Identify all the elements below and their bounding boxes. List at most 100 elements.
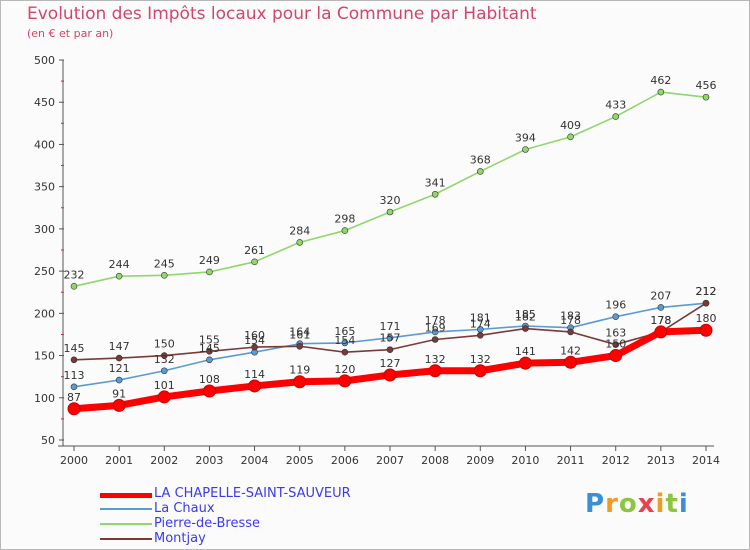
x-tick-label-2006: 2006 — [331, 454, 359, 467]
point-la-chapelle-saint-sauveur-2000 — [67, 402, 81, 416]
y-tick-label-450: 450 — [34, 96, 55, 109]
x-tick-label-2011: 2011 — [557, 454, 585, 467]
point-la-chapelle-saint-sauveur-2010 — [518, 356, 532, 370]
data-label-montjay-2005: 161 — [289, 328, 310, 341]
x-tick-label-2009: 2009 — [466, 454, 494, 467]
proxiti-logo: Proxiti — [585, 489, 689, 519]
point-pierre-de-bresse-2008 — [431, 190, 439, 198]
legend-label-la-chaux: La Chaux — [154, 501, 215, 516]
data-label-la-chaux-2010: 185 — [515, 308, 536, 321]
data-label-pierre-de-bresse-2014: 456 — [696, 79, 717, 92]
point-la-chapelle-saint-sauveur-2013 — [654, 325, 668, 339]
point-pierre-de-bresse-2000 — [70, 283, 78, 290]
point-montjay-2001 — [115, 354, 123, 362]
point-pierre-de-bresse-2013 — [657, 88, 665, 96]
legend-label-pierre-de-bresse: Pierre-de-Bresse — [154, 516, 261, 531]
data-label-la-chaux-2007: 171 — [380, 320, 401, 333]
y-tick-label-400: 400 — [34, 138, 55, 151]
point-la-chaux-2012 — [612, 313, 620, 321]
x-tick-label-2014: 2014 — [692, 454, 720, 467]
point-la-chaux-2008 — [431, 328, 439, 336]
point-montjay-2009 — [476, 331, 484, 339]
data-label-pierre-de-bresse-2003: 249 — [199, 254, 220, 267]
data-label-la-chapelle-saint-sauveur-2000: 87 — [67, 391, 81, 404]
point-la-chapelle-saint-sauveur-2009 — [473, 364, 487, 378]
data-label-pierre-de-bresse-2006: 298 — [334, 213, 355, 226]
x-tick-label-2001: 2001 — [105, 454, 133, 467]
point-pierre-de-bresse-2006 — [341, 227, 349, 234]
y-tick-label-100: 100 — [34, 392, 55, 405]
y-tick-label-50: 50 — [41, 434, 55, 447]
data-label-la-chaux-2001: 121 — [109, 362, 130, 375]
x-tick-label-2007: 2007 — [376, 454, 404, 467]
point-la-chapelle-saint-sauveur-2012 — [609, 349, 623, 363]
data-label-pierre-de-bresse-2000: 232 — [64, 268, 85, 281]
point-montjay-2004 — [251, 343, 258, 351]
data-label-la-chapelle-saint-sauveur-2013: 178 — [650, 314, 671, 327]
data-label-pierre-de-bresse-2010: 394 — [515, 132, 536, 145]
data-label-pierre-de-bresse-2007: 320 — [380, 194, 401, 207]
point-la-chaux-2013 — [657, 304, 665, 311]
data-label-montjay-2003: 155 — [199, 333, 220, 346]
point-la-chapelle-saint-sauveur-2011 — [564, 355, 578, 369]
data-label-montjay-2007: 157 — [380, 332, 401, 345]
legend-swatch-la-chapelle — [100, 493, 152, 498]
data-label-la-chapelle-saint-sauveur-2007: 127 — [380, 357, 401, 370]
point-la-chapelle-saint-sauveur-2008 — [428, 364, 442, 378]
point-pierre-de-bresse-2002 — [160, 272, 168, 279]
data-label-la-chaux-2000: 113 — [64, 369, 85, 382]
data-label-pierre-de-bresse-2002: 245 — [154, 257, 175, 270]
data-label-la-chaux-2011: 183 — [560, 310, 581, 323]
point-montjay-2010 — [522, 325, 529, 332]
point-montjay-2012 — [612, 341, 620, 348]
legend-swatch-montjay — [100, 538, 152, 540]
y-tick-label-350: 350 — [34, 181, 55, 194]
chart-title: Evolution des Impôts locaux pour la Comm… — [27, 4, 537, 24]
data-label-la-chapelle-saint-sauveur-2008: 132 — [425, 353, 446, 366]
legend-swatch-pierre-de-bresse — [100, 523, 152, 525]
legend-swatch-la-chaux — [100, 508, 152, 510]
data-label-pierre-de-bresse-2013: 462 — [650, 74, 671, 87]
x-tick-label-2010: 2010 — [511, 454, 539, 467]
point-pierre-de-bresse-2001 — [115, 272, 123, 280]
y-tick-label-200: 200 — [34, 307, 55, 320]
y-tick-label-150: 150 — [34, 350, 55, 363]
data-label-montjay-2011: 178 — [560, 314, 581, 327]
point-la-chapelle-saint-sauveur-2004 — [248, 379, 262, 393]
data-label-pierre-de-bresse-2005: 284 — [289, 224, 310, 237]
point-pierre-de-bresse-2011 — [567, 133, 574, 141]
data-label-la-chaux-2008: 178 — [425, 314, 446, 327]
data-label-montjay-2004: 160 — [244, 329, 265, 342]
point-pierre-de-bresse-2010 — [522, 146, 529, 153]
point-pierre-de-bresse-2004 — [251, 258, 258, 266]
data-label-montjay-2002: 150 — [154, 338, 175, 351]
data-label-pierre-de-bresse-2009: 368 — [470, 153, 491, 166]
legend-label-montjay: Montjay — [154, 531, 206, 546]
x-tick-label-2004: 2004 — [241, 454, 269, 467]
point-la-chaux-2003 — [206, 356, 213, 364]
point-pierre-de-bresse-2009 — [476, 168, 484, 175]
point-montjay-2006 — [341, 348, 349, 356]
data-label-la-chaux-2014: 212 — [696, 285, 717, 298]
point-la-chaux-2002 — [160, 367, 168, 375]
point-pierre-de-bresse-2014 — [702, 93, 710, 101]
data-label-la-chaux-2013: 207 — [650, 289, 671, 302]
y-tick-label-300: 300 — [34, 223, 55, 236]
chart-subtitle: (en € et par an) — [27, 27, 114, 40]
point-la-chapelle-saint-sauveur-2001 — [112, 398, 126, 412]
data-label-la-chaux-2005: 164 — [289, 326, 310, 339]
point-la-chapelle-saint-sauveur-2003 — [202, 384, 216, 398]
data-label-la-chapelle-saint-sauveur-2014: 180 — [696, 312, 717, 325]
point-montjay-2003 — [206, 348, 213, 355]
data-label-montjay-2010: 182 — [515, 311, 536, 324]
data-label-la-chapelle-saint-sauveur-2009: 132 — [470, 353, 491, 366]
x-tick-label-2012: 2012 — [602, 454, 630, 467]
data-label-pierre-de-bresse-2012: 433 — [605, 99, 626, 112]
data-label-la-chapelle-saint-sauveur-2002: 101 — [154, 379, 175, 392]
data-label-montjay-2012: 163 — [605, 327, 626, 340]
legend-label-la-chapelle: LA CHAPELLE-SAINT-SAUVEUR — [154, 486, 351, 501]
data-label-montjay-2006: 154 — [334, 334, 355, 347]
x-tick-label-2013: 2013 — [647, 454, 675, 467]
